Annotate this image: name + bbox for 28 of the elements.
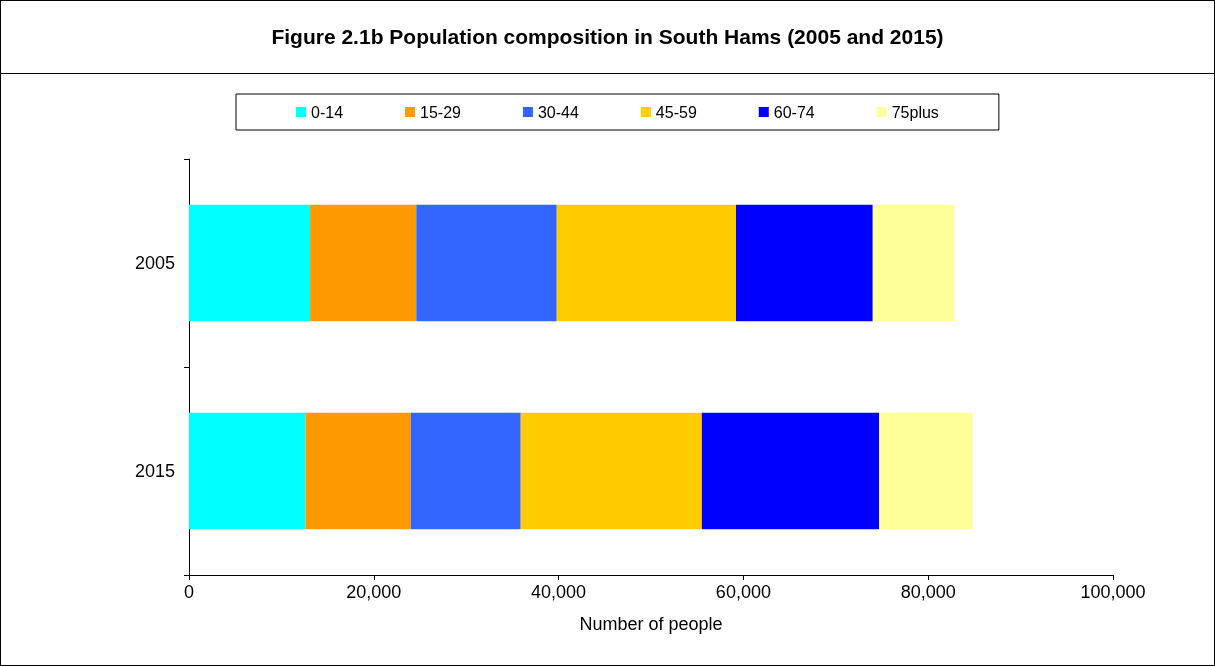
bar (305, 412, 411, 530)
bar (879, 412, 973, 530)
bar (556, 204, 737, 322)
bar (872, 204, 955, 322)
legend-label: 30-44 (537, 103, 579, 121)
x-tick-label: 20,000 (346, 582, 402, 602)
legend-label: 15-29 (420, 103, 462, 121)
y-tick-label: 2015 (134, 461, 175, 481)
legend-label: 0-14 (311, 103, 344, 121)
x-tick-label: 0 (183, 582, 195, 602)
legend-label: 60-74 (773, 103, 815, 121)
chart-title: Figure 2.1b Population composition in South Hams (2005 and 2015) (1, 1, 1214, 74)
bar (520, 412, 702, 530)
bar (736, 204, 873, 322)
x-tick-label: 40,000 (531, 582, 587, 602)
y-tick-label: 2005 (134, 253, 175, 273)
bar (410, 412, 521, 530)
bar (416, 204, 557, 322)
bar (189, 204, 311, 322)
bar (189, 412, 306, 530)
legend-label: 75plus (891, 103, 939, 121)
bar (701, 412, 880, 530)
legend-label: 45-59 (655, 103, 697, 121)
x-axis-title: Number of people (579, 614, 723, 634)
bar (310, 204, 417, 322)
x-tick-label: 60,000 (715, 582, 771, 602)
x-tick-label: 100,000 (1080, 582, 1146, 602)
x-tick-label: 80,000 (900, 582, 956, 602)
